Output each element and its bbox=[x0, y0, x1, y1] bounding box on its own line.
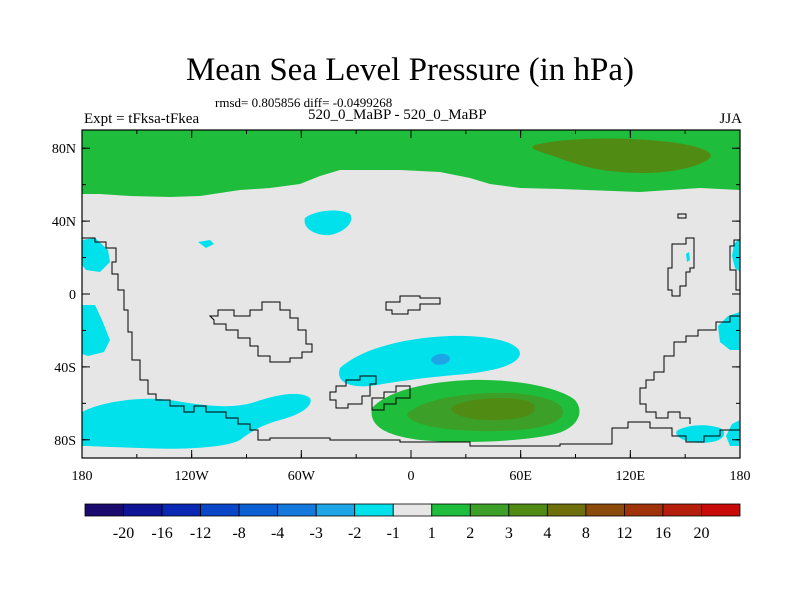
coast-east-south-continent bbox=[639, 315, 740, 424]
colorbar-swatch bbox=[238, 503, 279, 517]
cyan-small-east bbox=[686, 252, 690, 262]
x-tick-label: 180 bbox=[72, 469, 93, 484]
cyan-antarctic-west bbox=[82, 393, 311, 449]
cyan-small-west bbox=[198, 240, 214, 248]
colorbar-label: 12 bbox=[616, 525, 632, 542]
x-tick-label: 120W bbox=[175, 469, 210, 484]
colorbar-label: -2 bbox=[348, 525, 361, 542]
colorbar-label: 2 bbox=[466, 525, 474, 542]
coast-central-continent bbox=[208, 301, 313, 363]
subtitle: 520_0_MaBP - 520_0_MaBP bbox=[308, 107, 487, 123]
colorbar-labels: -20 -16 -12 -8 -4 -3 -2 -1 1 2 3 4 8 12 16 20 bbox=[113, 525, 710, 542]
colorbar-label: -8 bbox=[232, 525, 245, 542]
colorbar-swatch bbox=[161, 503, 201, 517]
colorbar bbox=[84, 503, 741, 517]
colorbar-label: -1 bbox=[387, 525, 400, 542]
colorbar-swatch bbox=[431, 503, 471, 517]
cyan-east-south bbox=[676, 425, 725, 443]
colorbar-swatch bbox=[277, 503, 317, 517]
colorbar-label: -4 bbox=[271, 525, 284, 542]
pressure-field bbox=[82, 130, 740, 458]
colorbar-label: 3 bbox=[505, 525, 513, 542]
colorbar-swatch bbox=[200, 503, 240, 517]
x-tick-label: 180 bbox=[730, 469, 751, 484]
cyan-south-pacific bbox=[339, 335, 520, 387]
y-tick-label: 40S bbox=[54, 361, 76, 376]
colorbar-label: -16 bbox=[151, 525, 172, 542]
coast-south-island-b bbox=[371, 385, 411, 411]
stats-line: rmsd= 0.805856 diff= -0.0499268 bbox=[215, 95, 393, 110]
x-tick-label: 60E bbox=[509, 469, 532, 484]
colorbar-swatch bbox=[123, 503, 163, 517]
season-label: JJA bbox=[719, 111, 742, 127]
colorbar-label: 1 bbox=[428, 525, 436, 542]
cyan-west-edge-north bbox=[82, 238, 110, 272]
colorbar-label: 8 bbox=[582, 525, 590, 542]
cyan-north-pacific bbox=[304, 210, 352, 236]
colorbar-label: 20 bbox=[693, 525, 709, 542]
coast-north-island bbox=[385, 295, 441, 315]
y-tick-label: 40N bbox=[52, 215, 76, 230]
y-tick-label: 80S bbox=[54, 434, 76, 449]
x-tick-labels: 180 120W 60W 0 60E 120E 180 bbox=[72, 469, 751, 484]
colorbar-swatch bbox=[508, 503, 548, 517]
colorbar-swatch bbox=[585, 503, 625, 517]
coast-east-far bbox=[729, 239, 740, 291]
experiment-label: Expt = tFksa-tFkea bbox=[84, 111, 200, 127]
colorbar-swatch bbox=[662, 503, 702, 517]
colorbar-label: -3 bbox=[310, 525, 323, 542]
y-tick-label: 80N bbox=[52, 142, 76, 157]
colorbar-label: 4 bbox=[543, 525, 551, 542]
colorbar-swatch bbox=[469, 503, 510, 517]
y-tick-label: 0 bbox=[69, 288, 76, 303]
north-olive-patch bbox=[532, 138, 711, 174]
colorbar-swatch bbox=[84, 503, 124, 517]
colorbar-swatch bbox=[701, 503, 741, 517]
coastlines bbox=[82, 213, 740, 447]
y-tick-labels: 80N 40N 0 40S 80S bbox=[52, 142, 76, 449]
coast-east-continent bbox=[667, 237, 695, 297]
colorbar-label: -12 bbox=[190, 525, 211, 542]
colorbar-swatch bbox=[315, 503, 356, 517]
axis-ticks bbox=[81, 130, 741, 458]
map-title: Mean Sea Level Pressure (in hPa) bbox=[185, 52, 635, 88]
cyan-west-edge-mid bbox=[82, 305, 110, 356]
coast-west-continent bbox=[82, 237, 740, 447]
colorbar-swatch bbox=[546, 503, 587, 517]
colorbar-swatch bbox=[354, 503, 394, 517]
x-tick-label: 0 bbox=[408, 469, 415, 484]
south-olive-core bbox=[451, 397, 535, 421]
coast-south-island-a bbox=[329, 375, 377, 409]
colorbar-swatch bbox=[392, 503, 433, 517]
coast-east-small bbox=[677, 213, 687, 219]
colorbar-swatch bbox=[624, 503, 664, 517]
x-tick-label: 120E bbox=[616, 469, 646, 484]
colorbar-label: -20 bbox=[113, 525, 134, 542]
colorbar-label: 16 bbox=[655, 525, 671, 542]
blue-patch bbox=[431, 353, 450, 365]
x-tick-label: 60W bbox=[288, 469, 316, 484]
